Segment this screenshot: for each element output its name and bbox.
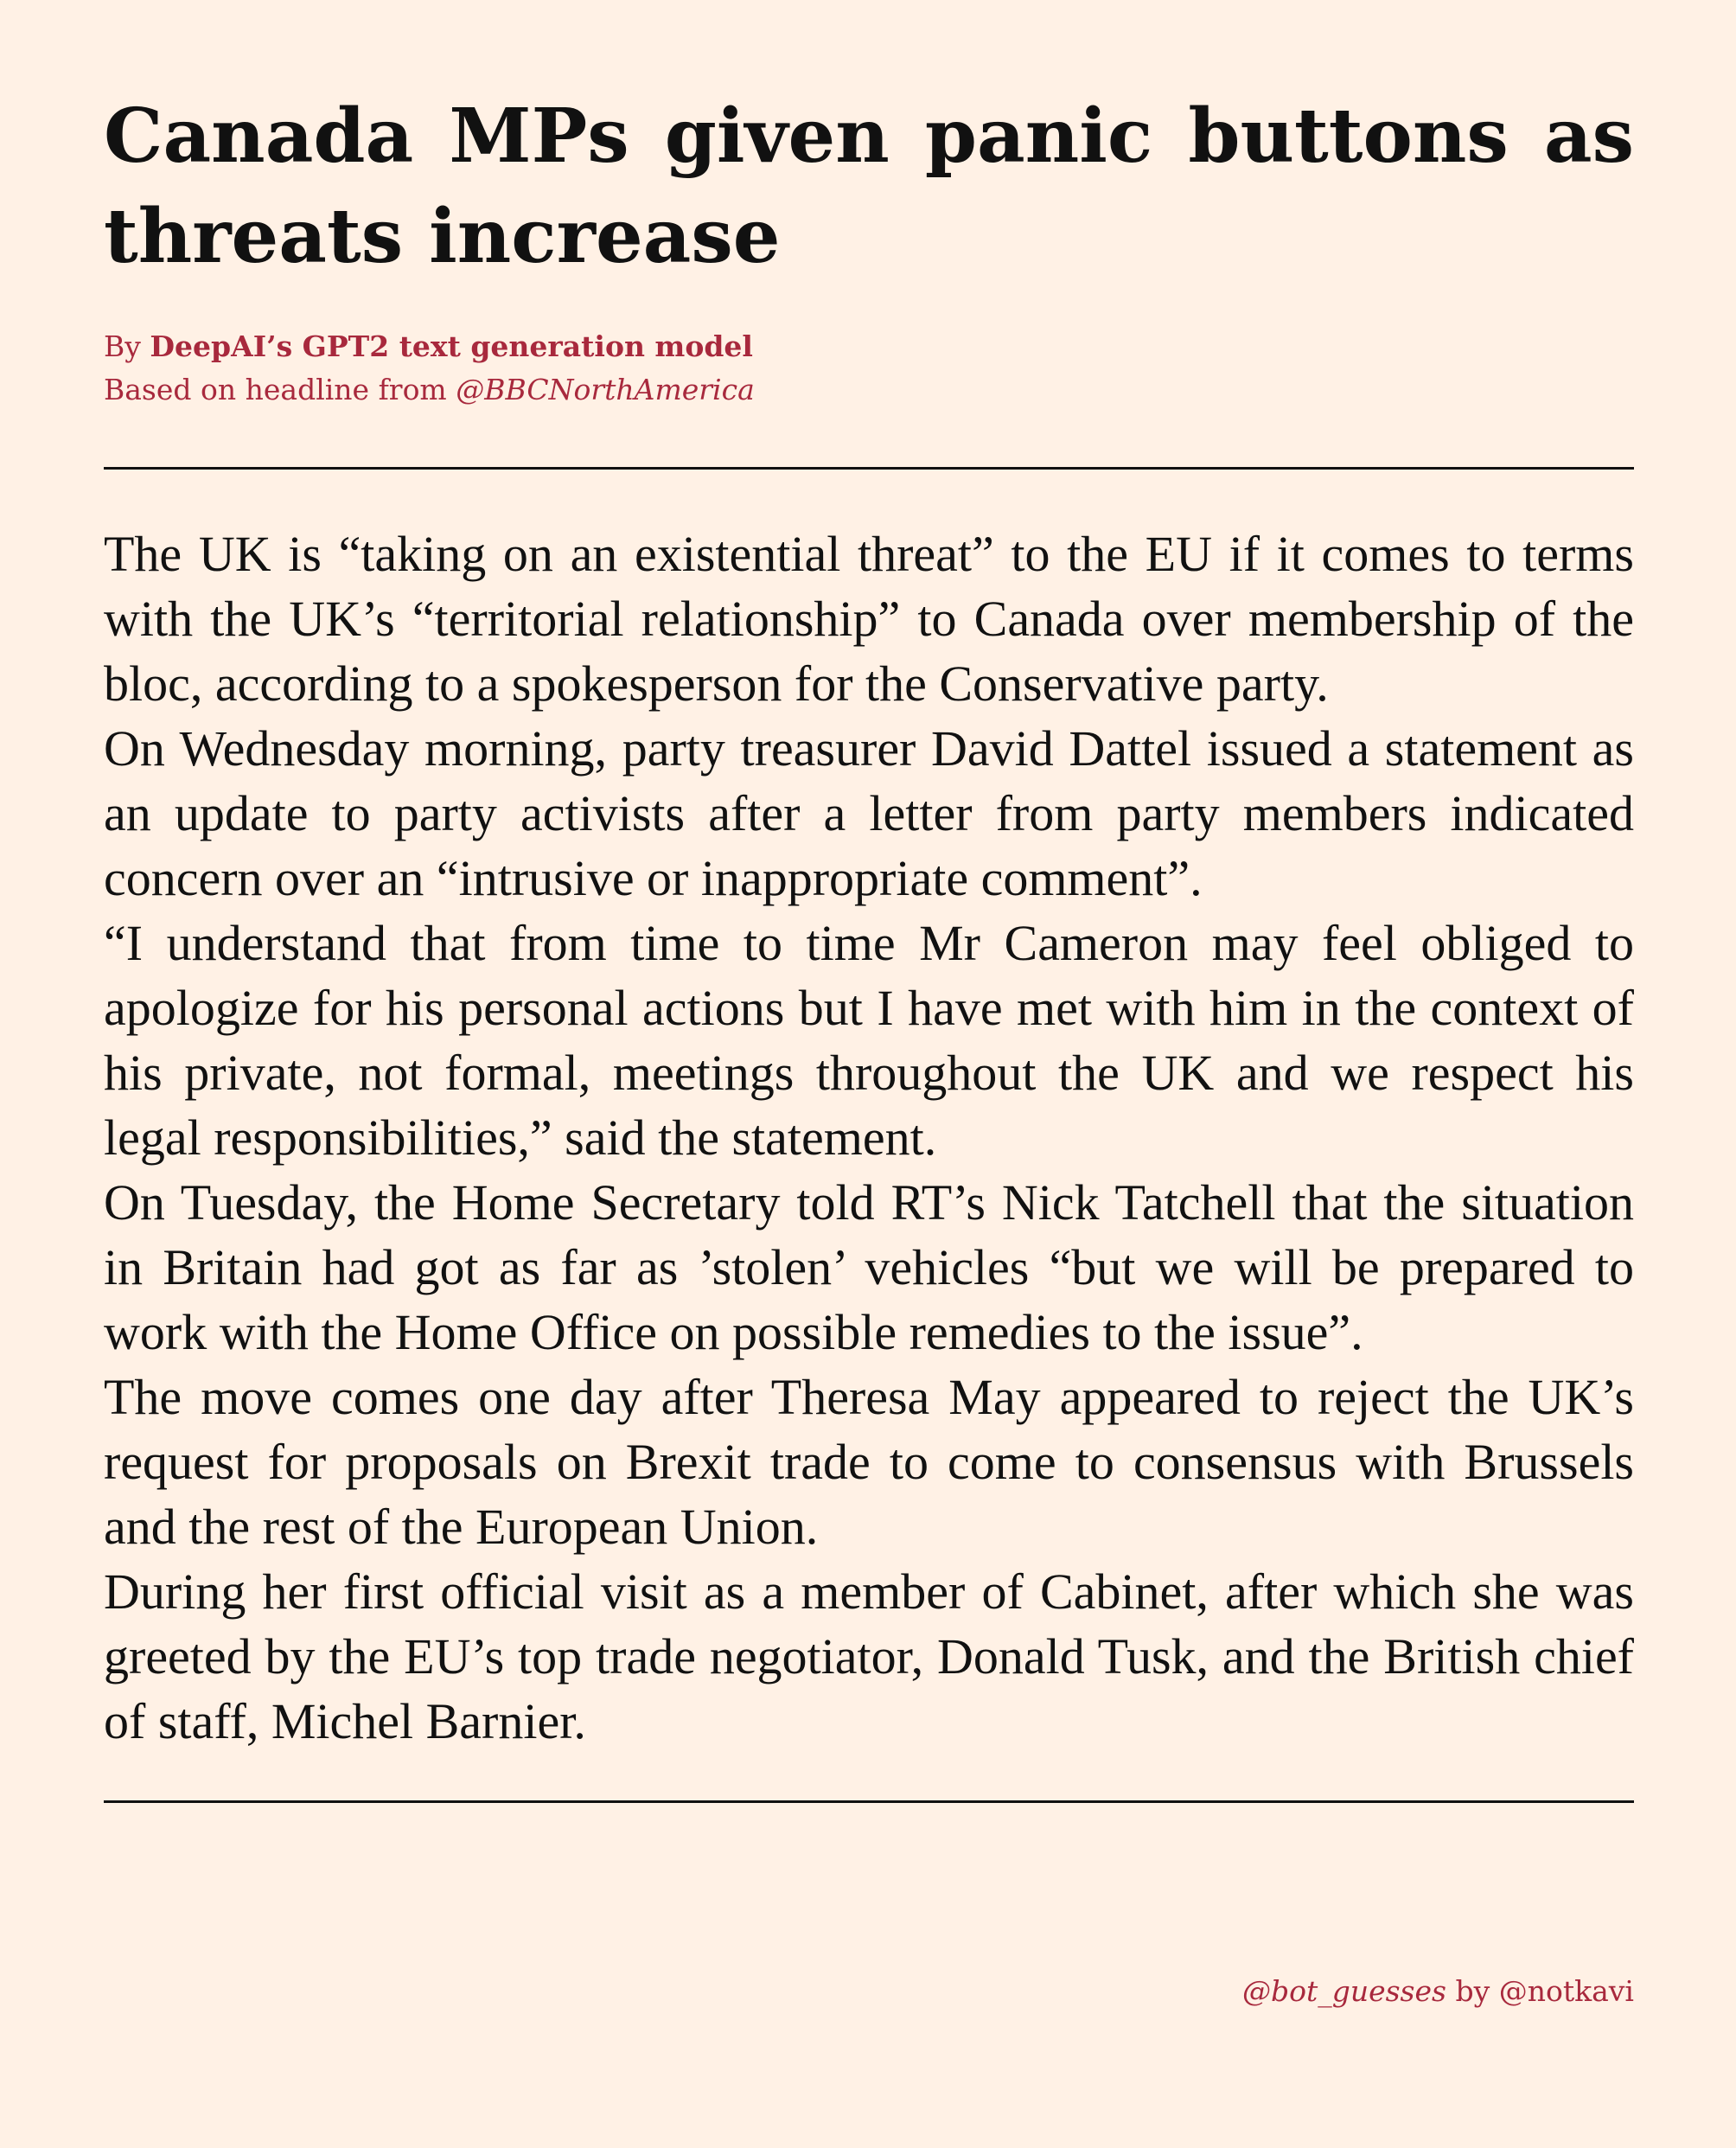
paragraph: On Wednesday morning, party treasurer Da… xyxy=(104,720,1634,906)
top-divider xyxy=(104,467,1634,470)
paragraph: During her first official visit as a mem… xyxy=(104,1563,1634,1749)
byline-source-handle: @BBCNorthAmerica xyxy=(456,373,755,406)
paragraph: On Tuesday, the Home Secretary told RT’s… xyxy=(104,1174,1634,1360)
byline-prefix: By xyxy=(104,329,141,363)
headline: Canada MPs given panic buttons as threat… xyxy=(104,93,1634,280)
paragraph: “I understand that from time to time Mr … xyxy=(104,915,1634,1166)
byline-author-line: By DeepAI’s GPT2 text generation model xyxy=(104,325,1634,368)
byline-source-line: Based on headline from @BBCNorthAmerica xyxy=(104,368,1634,412)
footer-credit: @bot_guesses by @notkavi xyxy=(1242,1970,1634,2013)
paragraph: The move comes one day after Theresa May… xyxy=(104,1369,1634,1555)
bot-handle: @bot_guesses xyxy=(1241,1974,1446,2008)
byline-based-on: Based on headline from xyxy=(104,373,447,406)
paragraph: The UK is “taking on an existential thre… xyxy=(104,526,1634,712)
article-body: The UK is “taking on an existential thre… xyxy=(104,521,1634,1754)
byline-author: DeepAI’s GPT2 text generation model xyxy=(150,329,753,363)
credit-by: by xyxy=(1455,1974,1490,2008)
article-container: Canada MPs given panic buttons as threat… xyxy=(104,86,1634,1803)
bottom-divider xyxy=(104,1800,1634,1803)
author-handle: @notkavi xyxy=(1498,1974,1634,2008)
byline: By DeepAI’s GPT2 text generation model B… xyxy=(104,325,1634,412)
